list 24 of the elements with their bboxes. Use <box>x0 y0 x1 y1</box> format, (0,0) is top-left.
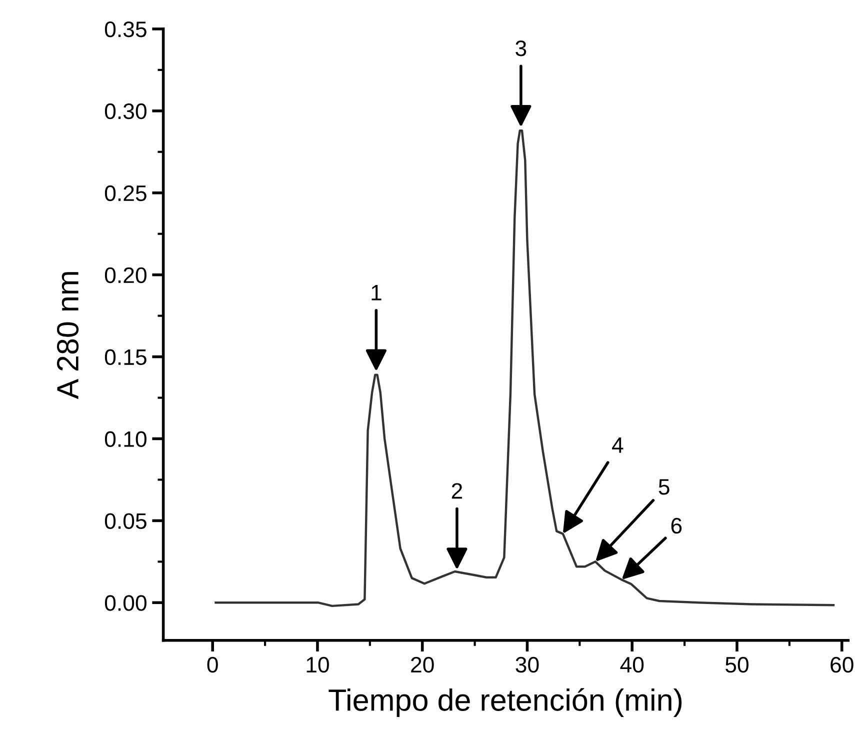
annotation: 2 <box>452 483 462 499</box>
x-tick-label: 60 <box>830 656 854 673</box>
y-tick-label: 0.15 <box>104 349 146 366</box>
y-axis-title: A 280 nm <box>56 272 79 400</box>
x-tick-label: 20 <box>411 656 434 673</box>
annotation: 4 <box>612 438 624 453</box>
x-tick-label: 30 <box>516 656 539 673</box>
y-tick-label: 0.20 <box>104 267 146 284</box>
x-tick-label: 40 <box>620 656 644 673</box>
x-tick-label: 10 <box>306 656 329 673</box>
y-tick-label: 0.00 <box>104 595 146 611</box>
y-tick-label: 0.25 <box>104 185 146 202</box>
y-tick-label: 0.05 <box>104 513 146 529</box>
annotation: 5 <box>658 479 670 495</box>
y-tick-label: 0.30 <box>104 103 146 120</box>
annotation: 6 <box>671 518 682 534</box>
x-tick-label: 50 <box>726 656 748 673</box>
line-series <box>214 129 835 608</box>
y-tick-label: 0.35 <box>104 21 146 38</box>
y-tick-label: 0.10 <box>104 431 146 447</box>
annotation: 1 <box>372 284 382 300</box>
x-tick-label: 0 <box>207 656 218 673</box>
x-axis-title: Tiempo de retención (min) <box>328 688 682 717</box>
annotation: 3 <box>516 40 526 56</box>
